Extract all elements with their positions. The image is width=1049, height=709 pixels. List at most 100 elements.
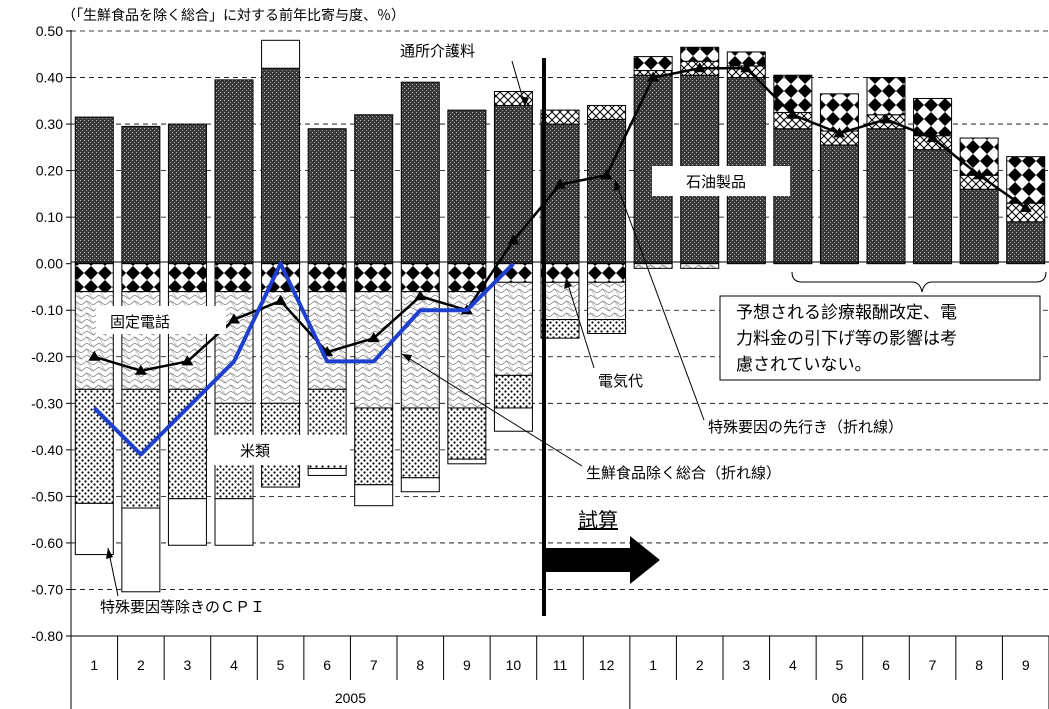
leader-seisen-arrowhead xyxy=(402,354,412,362)
note-line-3: 慮されていない。 xyxy=(736,355,872,375)
month-label: 7 xyxy=(929,657,937,673)
bar-segment xyxy=(866,128,906,265)
line-point xyxy=(181,355,194,366)
bar-segment xyxy=(354,114,394,265)
bar-segment xyxy=(773,128,813,265)
bar-segment xyxy=(167,263,207,293)
bar-segment xyxy=(680,263,720,269)
line-point xyxy=(926,132,939,143)
bar-segment xyxy=(121,263,161,293)
bar-segment xyxy=(447,458,487,465)
y-tick-label: 0.20 xyxy=(36,163,63,179)
line-point xyxy=(647,71,660,82)
line-point xyxy=(134,364,147,375)
bar-segment xyxy=(493,281,533,376)
bar-segment xyxy=(74,116,114,265)
month-label: 8 xyxy=(975,657,983,673)
label-seisen: 生鮮食品除く総合（折れ線） xyxy=(586,464,781,482)
month-label: 4 xyxy=(230,657,238,673)
bar-segment xyxy=(1006,156,1046,204)
box-beirui xyxy=(208,435,348,465)
label-kotei: 固定電話 xyxy=(110,313,170,331)
bar-segment xyxy=(587,281,627,321)
month-label: 11 xyxy=(553,657,568,673)
line-point xyxy=(600,169,613,180)
y-tick-label: 0.00 xyxy=(36,256,63,272)
bar-segment xyxy=(447,263,487,293)
y-tick-label: -0.60 xyxy=(31,535,63,551)
y-tick-label: -0.50 xyxy=(31,488,63,504)
bar-segment xyxy=(540,263,580,283)
leader-denki-arrowhead xyxy=(564,278,572,289)
y-axis-ticks: 0.50 0.40 0.30 0.20 0.10 0.00 -0.10 -0.20 -0.30 -… xyxy=(31,23,71,644)
line-point xyxy=(507,234,520,245)
bar-segment xyxy=(493,91,533,106)
box-sekiyu xyxy=(652,166,790,196)
month-label: 1 xyxy=(90,657,98,673)
bar-segment xyxy=(819,93,859,132)
bar-segment xyxy=(74,502,114,556)
note-box xyxy=(719,295,1041,381)
bar-segment xyxy=(214,263,254,293)
line-point xyxy=(228,313,240,324)
bar-segment xyxy=(633,56,673,72)
label-sekiyu: 石油製品 xyxy=(686,173,746,191)
bar-segment xyxy=(307,291,347,390)
bar-segment xyxy=(307,467,347,476)
bar-segment xyxy=(587,319,627,334)
bar-segment xyxy=(447,109,487,265)
annotations: 通所介護料 石油製品 固定電話 米類 電気代 特殊要因の先行き（折れ線） 生鮮食… xyxy=(96,42,1047,616)
line-point xyxy=(274,294,287,305)
line-point xyxy=(367,332,380,343)
bar-segment xyxy=(866,77,906,116)
bar-segment xyxy=(354,263,394,293)
month-label: 8 xyxy=(416,657,424,673)
line-point xyxy=(833,127,846,138)
bar-segment xyxy=(447,407,487,460)
forecast-arrow xyxy=(546,536,660,584)
label-tsusho: 通所介護料 xyxy=(400,42,475,60)
month-label: 6 xyxy=(323,657,331,673)
bar-segment xyxy=(307,128,347,265)
bar-segment xyxy=(400,477,440,493)
line-point xyxy=(1019,201,1032,212)
y-tick-label: -0.10 xyxy=(31,302,63,318)
bar-segment xyxy=(261,291,301,404)
bar-segment xyxy=(587,263,627,283)
month-label: 7 xyxy=(370,657,378,673)
leader-seisen xyxy=(401,353,583,467)
bar-segment xyxy=(680,46,720,62)
month-label: 5 xyxy=(277,657,285,673)
leader-denki xyxy=(565,277,595,369)
line-series xyxy=(92,261,515,457)
y-tick-label: -0.30 xyxy=(31,395,63,411)
bar-segment xyxy=(493,374,533,409)
bar-segment xyxy=(74,388,114,504)
month-label: 10 xyxy=(506,657,522,673)
year-label: 06 xyxy=(832,690,848,706)
y-tick-label: 0.10 xyxy=(36,209,63,225)
y-tick-label: -0.20 xyxy=(31,349,63,365)
bar-segment xyxy=(214,79,254,265)
bar-segment xyxy=(913,97,953,137)
leader-sakiyuki-arrowhead xyxy=(614,180,621,191)
label-beirui: 米類 xyxy=(240,442,270,460)
bar-segment xyxy=(261,39,301,69)
note-line-2: 力料金の引下げ等の影響は考 xyxy=(736,329,957,349)
month-label: 3 xyxy=(184,657,192,673)
lines xyxy=(88,62,1032,457)
month-label: 5 xyxy=(836,657,844,673)
year-label: 2005 xyxy=(335,690,366,706)
bar-segment xyxy=(633,263,673,269)
line-point xyxy=(414,290,427,301)
line-point xyxy=(554,178,566,189)
bar-segment xyxy=(307,263,347,293)
bar-segment xyxy=(773,74,813,113)
bar-segment xyxy=(400,81,440,265)
bar-segment xyxy=(493,407,533,432)
y-tick-label: 0.30 xyxy=(36,116,63,132)
month-label: 2 xyxy=(137,657,145,673)
bar-segment xyxy=(819,144,859,265)
